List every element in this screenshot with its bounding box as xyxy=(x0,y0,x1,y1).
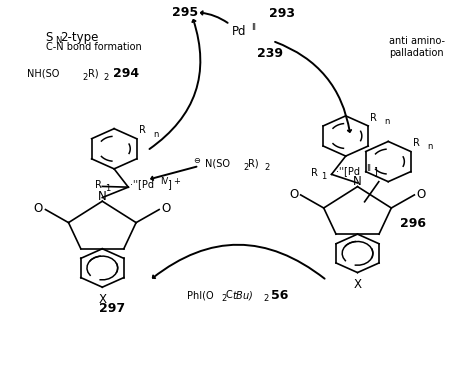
Text: 2: 2 xyxy=(264,294,269,303)
Text: N: N xyxy=(98,190,107,203)
Text: palladation: palladation xyxy=(389,48,444,58)
Text: anti amino-: anti amino- xyxy=(389,36,445,46)
Text: 56: 56 xyxy=(271,288,288,302)
Text: R: R xyxy=(139,126,146,135)
Text: C: C xyxy=(226,290,232,300)
Text: R: R xyxy=(311,167,318,178)
Text: $t$Bu): $t$Bu) xyxy=(232,288,253,302)
Text: 2: 2 xyxy=(221,294,227,303)
Text: NH(SO: NH(SO xyxy=(27,69,59,79)
Text: Pd: Pd xyxy=(232,25,246,38)
Text: n: n xyxy=(153,130,158,139)
Text: n: n xyxy=(427,142,432,152)
Text: 2: 2 xyxy=(244,163,249,171)
Text: II: II xyxy=(366,164,372,173)
Text: 1: 1 xyxy=(105,185,110,193)
Text: 239: 239 xyxy=(257,47,283,60)
Text: N: N xyxy=(55,36,62,46)
Text: 297: 297 xyxy=(99,302,125,315)
Text: +: + xyxy=(173,177,180,186)
Text: ·''[Pd: ·''[Pd xyxy=(130,179,154,189)
Text: X: X xyxy=(98,292,106,306)
Text: O: O xyxy=(34,202,43,215)
Text: X: X xyxy=(354,278,362,291)
Text: II: II xyxy=(251,23,256,32)
Text: 296: 296 xyxy=(400,217,426,230)
Text: R: R xyxy=(95,180,102,190)
Text: O: O xyxy=(162,202,171,215)
Text: 2-type: 2-type xyxy=(60,31,99,44)
Text: IV: IV xyxy=(160,177,168,186)
Text: S: S xyxy=(46,31,53,44)
Text: 294: 294 xyxy=(113,67,139,80)
Text: C-N bond formation: C-N bond formation xyxy=(46,43,141,52)
Text: N(SO: N(SO xyxy=(205,159,230,168)
Text: 2: 2 xyxy=(82,73,88,82)
Text: PhI(O: PhI(O xyxy=(187,290,214,300)
Text: O: O xyxy=(289,188,298,201)
Text: n: n xyxy=(384,117,390,126)
Text: R): R) xyxy=(248,159,258,168)
Text: 2: 2 xyxy=(104,73,109,82)
Text: 295: 295 xyxy=(172,6,198,19)
Text: R: R xyxy=(413,138,419,148)
Text: R): R) xyxy=(88,69,99,79)
Text: ]: ] xyxy=(167,179,171,189)
Text: 1: 1 xyxy=(321,172,327,181)
Text: 2: 2 xyxy=(264,163,269,171)
Text: 293: 293 xyxy=(269,7,295,20)
Text: ]: ] xyxy=(373,167,377,177)
Text: N: N xyxy=(353,175,362,188)
Text: O: O xyxy=(417,188,426,201)
Text: R: R xyxy=(370,113,377,123)
Text: $^{\ominus}$: $^{\ominus}$ xyxy=(193,157,201,170)
Text: ·''[Pd: ·''[Pd xyxy=(336,167,360,177)
